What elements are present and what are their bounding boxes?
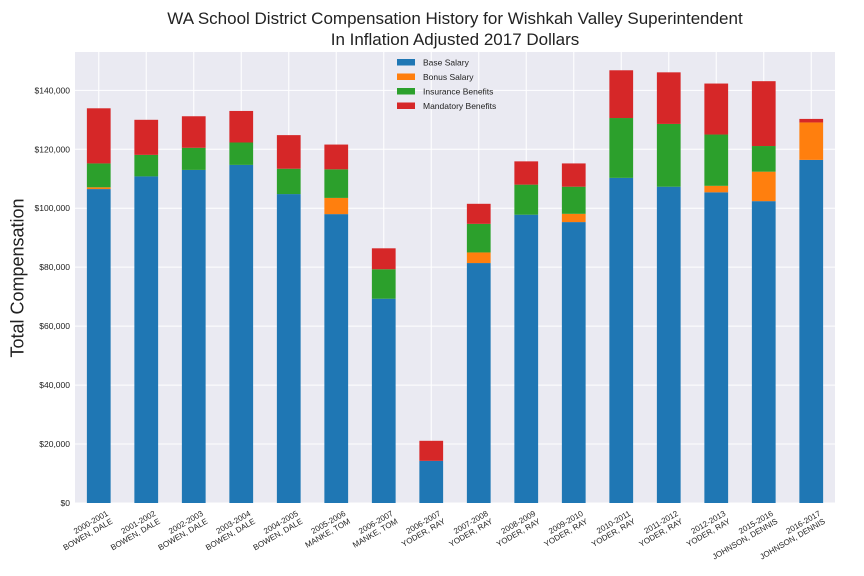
bar-bonus-salary (751, 171, 776, 202)
bar-mandatory-benefits (561, 163, 586, 187)
bar-mandatory-benefits (181, 116, 206, 148)
y-tick-label: $120,000 (35, 144, 71, 154)
bar-base-salary (799, 159, 824, 503)
legend-swatch (397, 102, 415, 109)
bar-base-salary (229, 164, 254, 503)
bar-base-salary (466, 263, 491, 503)
bar-mandatory-benefits (134, 119, 159, 155)
bar-insurance-benefits (134, 154, 159, 177)
bar-insurance-benefits (656, 123, 681, 187)
y-tick-label: $60,000 (39, 321, 70, 331)
bar-base-salary (86, 189, 111, 503)
legend-label: Insurance Benefits (423, 87, 493, 97)
bar-base-salary (276, 194, 301, 503)
bar-base-salary (419, 460, 444, 503)
bar-mandatory-benefits (609, 70, 634, 119)
bar-base-salary (371, 298, 396, 503)
bar-mandatory-benefits (419, 440, 444, 461)
bar-insurance-benefits (371, 269, 396, 299)
bar-mandatory-benefits (276, 135, 301, 169)
y-tick-label: $20,000 (39, 439, 70, 449)
bar-mandatory-benefits (704, 83, 729, 135)
bar-mandatory-benefits (229, 110, 254, 143)
legend-label: Base Salary (423, 58, 470, 68)
bar-bonus-salary (86, 187, 111, 190)
bar-insurance-benefits (751, 146, 776, 172)
chart-title: WA School District Compensation History … (167, 9, 743, 28)
bar-base-salary (561, 222, 586, 503)
bar-mandatory-benefits (466, 203, 491, 224)
bar-insurance-benefits (704, 134, 729, 186)
bar-bonus-salary (324, 197, 349, 215)
legend-label: Mandatory Benefits (423, 101, 496, 111)
bar-insurance-benefits (276, 168, 301, 195)
bar-insurance-benefits (181, 147, 206, 170)
legend-swatch (397, 59, 415, 66)
y-tick-label: $40,000 (39, 380, 70, 390)
bar-bonus-salary (561, 213, 586, 223)
bar-bonus-salary (799, 122, 824, 160)
bar-insurance-benefits (229, 142, 254, 165)
y-tick-label: $80,000 (39, 262, 70, 272)
bar-insurance-benefits (324, 169, 349, 198)
bar-base-salary (324, 214, 349, 503)
bar-mandatory-benefits (324, 144, 349, 170)
legend-swatch (397, 73, 415, 80)
bar-mandatory-benefits (656, 72, 681, 124)
y-tick-label: $140,000 (35, 85, 71, 95)
bar-insurance-benefits (561, 186, 586, 214)
y-tick-label: $100,000 (35, 203, 71, 213)
bar-insurance-benefits (466, 223, 491, 253)
bar-mandatory-benefits (799, 118, 824, 123)
bar-insurance-benefits (514, 184, 539, 215)
bar-base-salary (751, 201, 776, 504)
bar-bonus-salary (704, 185, 729, 193)
bar-insurance-benefits (609, 118, 634, 178)
chart-subtitle: In Inflation Adjusted 2017 Dollars (330, 30, 580, 49)
bar-mandatory-benefits (514, 161, 539, 185)
bar-bonus-salary (466, 252, 491, 264)
legend-label: Bonus Salary (423, 72, 474, 82)
y-tick-label: $0 (61, 498, 71, 508)
bar-mandatory-benefits (371, 248, 396, 270)
bar-base-salary (656, 186, 681, 504)
bar-base-salary (704, 192, 729, 504)
bar-insurance-benefits (86, 163, 111, 188)
bar-base-salary (514, 214, 539, 503)
bar-mandatory-benefits (86, 108, 111, 164)
bar-base-salary (609, 177, 634, 504)
legend-swatch (397, 88, 415, 95)
bar-base-salary (181, 169, 206, 503)
bar-base-salary (134, 176, 159, 503)
bar-mandatory-benefits (751, 81, 776, 147)
